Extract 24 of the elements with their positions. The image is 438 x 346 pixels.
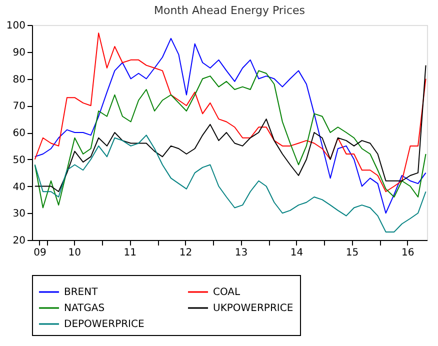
legend-label: BRENT — [64, 287, 99, 298]
x-tick-label: 15 — [346, 248, 359, 258]
x-tick-label: 10 — [68, 248, 81, 258]
x-tick-label: 13 — [234, 248, 248, 258]
y-tick-label: 100 — [6, 20, 26, 32]
y-tick-label: 20 — [12, 236, 26, 246]
y-tick-label: 50 — [12, 154, 26, 166]
legend-label: COAL — [213, 287, 241, 298]
line-series — [34, 134, 426, 232]
legend-label: UKPOWERPRICE — [213, 303, 294, 314]
legend-label: DEPOWERPRICE — [64, 319, 144, 330]
chart-title: Month Ahead Energy Prices — [154, 4, 306, 17]
x-tick-label: 11 — [124, 248, 136, 258]
x-tick-label: 14 — [290, 248, 304, 258]
y-tick-label: 30 — [12, 208, 26, 220]
y-tick-label: 80 — [12, 74, 26, 86]
y-tick-label: 40 — [12, 182, 26, 193]
y-tick-label: 90 — [12, 47, 26, 58]
x-tick-label: 16 — [402, 248, 414, 258]
x-tick-label: 12 — [179, 248, 192, 258]
legend-label: NATGAS — [64, 303, 105, 314]
y-tick-label: 70 — [12, 101, 26, 112]
y-tick-label: 60 — [12, 128, 26, 139]
x-tick-label: 09 — [34, 248, 46, 258]
